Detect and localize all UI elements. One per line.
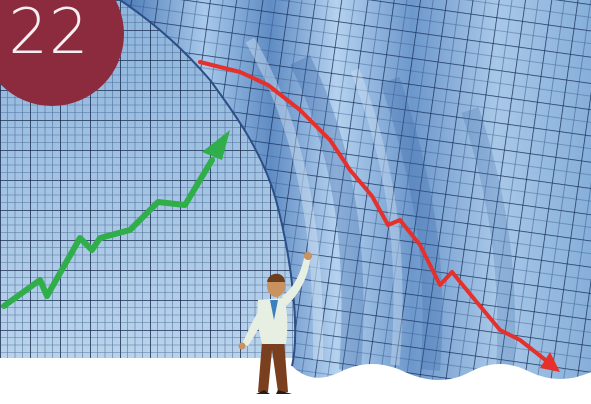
businessman-figure <box>238 252 312 394</box>
red-arrow-head-icon <box>540 352 560 372</box>
rising-green-line <box>1 157 215 309</box>
issue-number: 22 <box>8 0 90 68</box>
falling-red-line <box>198 60 550 364</box>
issue-number-badge <box>0 0 124 106</box>
green-arrow-head-icon <box>202 130 230 160</box>
